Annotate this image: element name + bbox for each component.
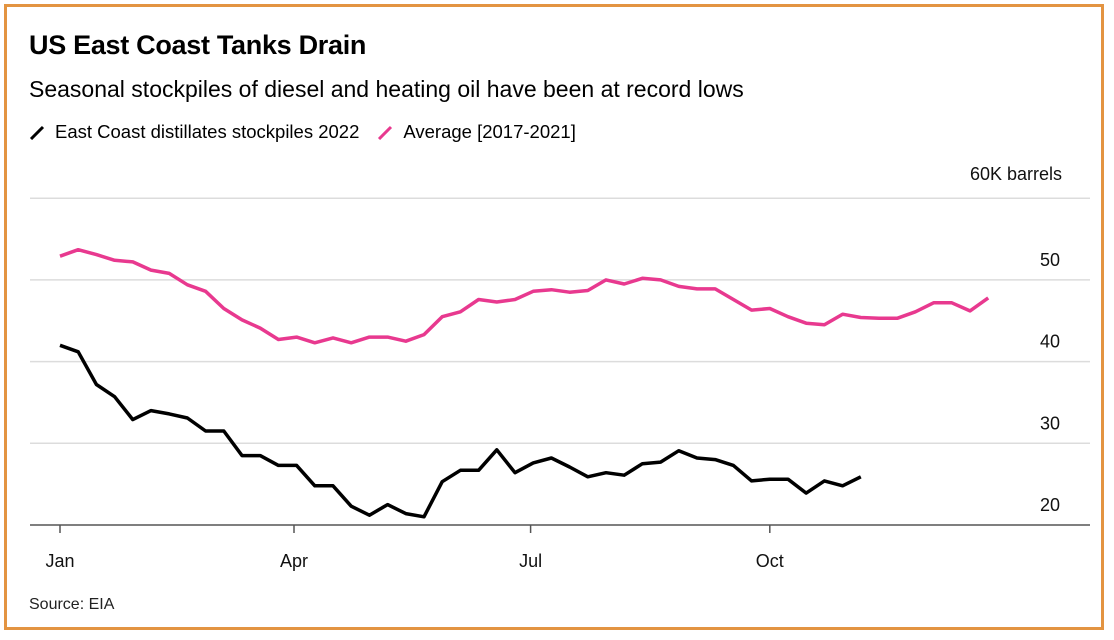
x-tick-label: Apr [280,551,308,571]
y-axis-unit-label: 60K barrels [970,164,1062,184]
legend-label-average: Average [2017-2021] [403,121,576,142]
legend-swatch-average [378,125,393,140]
legend: East Coast distillates stockpiles 2022 A… [29,121,594,143]
legend-item-average: Average [2017-2021] [377,121,576,143]
y-tick-label: 20 [1040,495,1060,515]
x-tick-label: Jan [45,551,74,571]
series-line-average [59,247,990,345]
source-note: Source: EIA [29,596,115,613]
chart-title: US East Coast Tanks Drain [29,30,367,60]
legend-label-2022: East Coast distillates stockpiles 2022 [55,121,360,142]
x-tick-label: Oct [756,551,784,571]
chart-subtitle: Seasonal stockpiles of diesel and heatin… [29,76,744,102]
legend-swatch-2022 [29,125,45,140]
chart-frame [4,4,1104,630]
legend-item-2022: East Coast distillates stockpiles 2022 [29,121,359,143]
y-tick-label: 50 [1040,250,1060,270]
series-line-2022 [59,343,862,519]
y-tick-label: 30 [1040,413,1060,433]
x-tick-label: Jul [519,551,542,571]
y-tick-label: 40 [1040,332,1060,352]
